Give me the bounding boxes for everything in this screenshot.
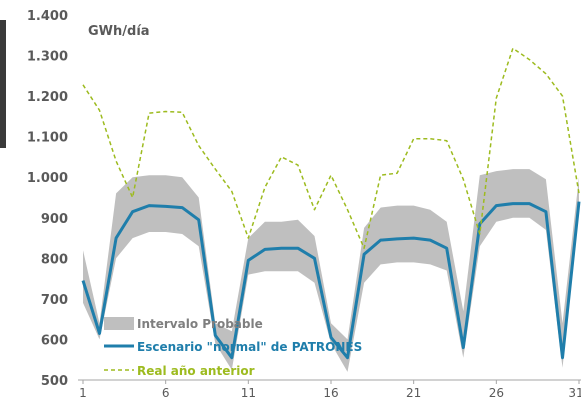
y-tick-label: 600 xyxy=(41,333,68,348)
x-tick-label: 16 xyxy=(323,386,338,400)
x-tick-label: 21 xyxy=(406,386,421,400)
y-tick-label: 1.400 xyxy=(27,9,68,24)
x-tick-label: 6 xyxy=(162,386,170,400)
y-tick-label: 700 xyxy=(41,293,68,308)
y-tick-label: 1.100 xyxy=(27,131,68,146)
legend-swatch-band xyxy=(104,317,134,330)
x-tick-label: 11 xyxy=(241,386,256,400)
x-tick-label: 26 xyxy=(489,386,504,400)
series-line-escenario-normal xyxy=(81,201,581,360)
y-tick-label: 1.300 xyxy=(27,50,68,65)
x-tick-label: 1 xyxy=(79,386,87,400)
legend: Intervalo Probable Escenario "normal" de… xyxy=(104,317,362,378)
series-line-real-ano-anterior xyxy=(82,47,580,249)
y-tick-label: 1.000 xyxy=(27,171,68,186)
legend-label-band: Intervalo Probable xyxy=(137,317,263,331)
unit-label: GWh/día xyxy=(88,24,150,39)
left-edge-bar xyxy=(0,20,6,148)
y-tick-label: 900 xyxy=(41,212,68,227)
y-tick-label: 500 xyxy=(41,374,68,389)
y-tick-label: 1.200 xyxy=(27,90,68,105)
x-tick-labels: 1 6 11 16 21 26 31 xyxy=(79,380,581,400)
legend-label-real: Real año anterior xyxy=(137,364,255,378)
lines-layer xyxy=(81,47,581,360)
legend-label-scenario: Escenario "normal" de PATRONES xyxy=(137,340,362,354)
y-tick-labels: 1.400 1.300 1.200 1.100 1.000 900 800 700 600 500 xyxy=(27,9,68,389)
x-tick-label: 31 xyxy=(568,386,581,400)
y-tick-label: 800 xyxy=(41,252,68,267)
